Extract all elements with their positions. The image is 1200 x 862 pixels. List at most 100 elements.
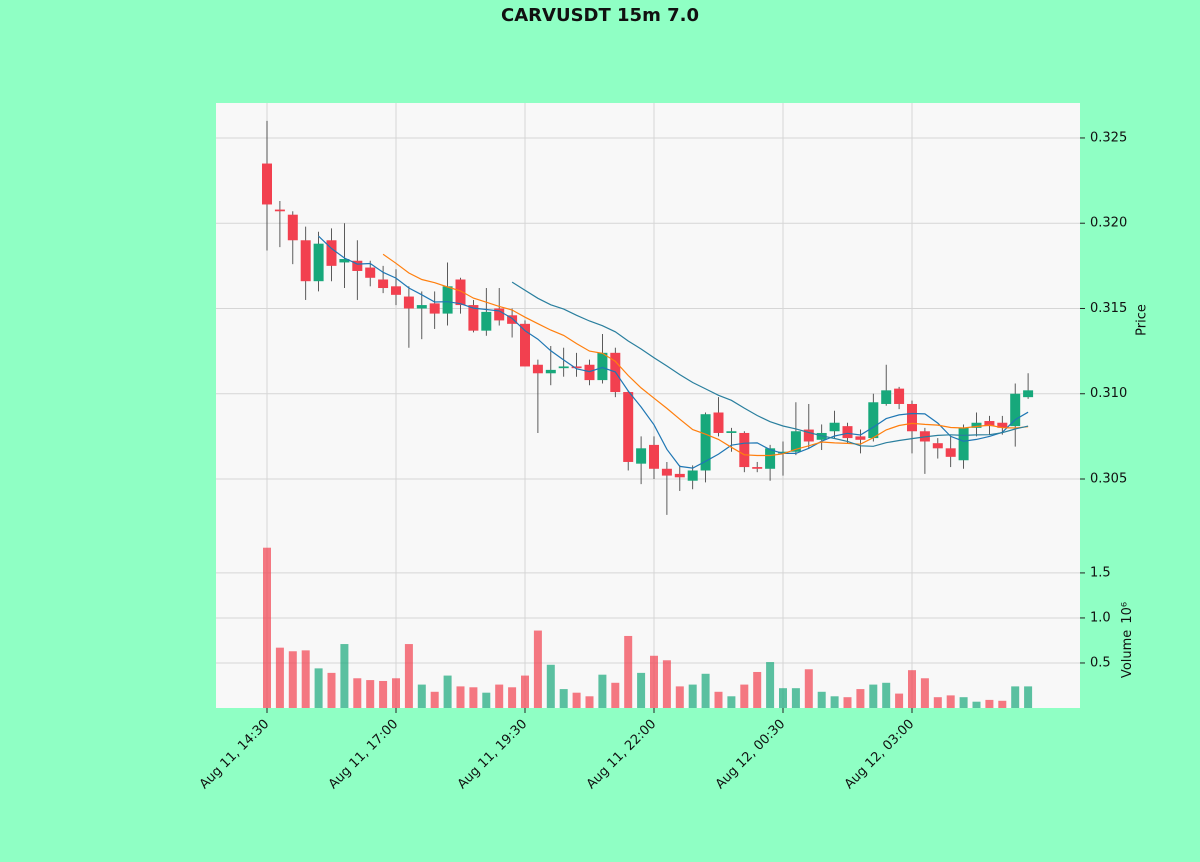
candle-body [468, 305, 479, 331]
candle-body [984, 421, 995, 427]
volume-bar [585, 696, 594, 708]
volume-bar [559, 689, 568, 708]
volume-bar [817, 691, 826, 708]
candle-body [365, 267, 376, 278]
volume-bar [546, 664, 555, 708]
volume-bar [766, 662, 775, 708]
volume-bar [263, 547, 271, 708]
y-axis-label: Price [1135, 304, 1150, 336]
volume-bar [533, 630, 542, 708]
candle-body [752, 467, 763, 469]
candle-body [545, 369, 556, 374]
plot-area [216, 103, 1080, 708]
volume-bar [611, 682, 620, 708]
volume-bar [779, 688, 787, 708]
candle-body [907, 403, 917, 432]
candle-body [1023, 390, 1034, 398]
volume-bar [430, 691, 439, 708]
candle-body [661, 468, 672, 476]
candle-body [932, 443, 943, 449]
moving-average-line [382, 253, 1029, 457]
candle-body [945, 448, 956, 457]
volume-bar [830, 696, 839, 708]
y-tick-label: 0.320 [1090, 216, 1127, 231]
candle-body [997, 422, 1008, 428]
volume-bar [933, 697, 942, 708]
volume-bar [521, 675, 529, 708]
candle-body [868, 402, 879, 439]
volume-bar [972, 701, 981, 708]
candle-body [494, 308, 505, 321]
candle-body [790, 431, 801, 452]
candle-body [571, 366, 582, 369]
y-tick-label: 0.315 [1090, 301, 1127, 316]
y2-tick-label: 1.5 [1090, 565, 1111, 580]
candle-body [623, 392, 634, 462]
y-tick-label: 0.305 [1090, 472, 1127, 487]
candle-body [855, 436, 866, 440]
candle-body [958, 427, 969, 461]
volume-bar [495, 684, 504, 708]
volume-bar [920, 678, 929, 708]
volume-bar [275, 647, 284, 708]
volume-bar [637, 672, 646, 708]
candle-body [416, 305, 427, 309]
candle-body [674, 473, 685, 478]
y2-axis-label: Volume 10⁶ [1120, 602, 1135, 678]
volume-bar [985, 699, 994, 708]
candle-body [481, 311, 492, 331]
candle-body [700, 414, 711, 471]
candle-body [262, 163, 272, 205]
volume-bar [740, 684, 749, 708]
y2-label-text: Volume [1120, 630, 1135, 678]
volume-bar [404, 644, 413, 708]
candle-body [520, 323, 530, 367]
candle-body [842, 426, 853, 439]
volume-bar [727, 696, 736, 708]
candle-body [1010, 393, 1021, 427]
y2-tick-label: 1.0 [1090, 610, 1111, 625]
candle-body [391, 286, 401, 295]
volume-bar [650, 655, 658, 708]
volume-bar [959, 697, 968, 708]
candle-body [636, 448, 647, 464]
candle-body [739, 432, 750, 468]
volume-bar [508, 687, 517, 708]
volume-bar [598, 674, 607, 708]
y-tick-label: 0.325 [1090, 130, 1127, 145]
volume-bar [714, 691, 723, 708]
volume-bar [417, 684, 426, 708]
candle-body [829, 422, 840, 432]
volume-bar [288, 651, 297, 708]
candle-body [287, 214, 298, 241]
volume-bar [572, 692, 581, 708]
volume-bar [688, 684, 697, 708]
candle-body [778, 451, 788, 454]
volume-bar [366, 680, 375, 708]
volume-bar [895, 693, 904, 708]
candle-body [403, 296, 414, 309]
volume-bar [482, 692, 491, 708]
candle-body [558, 366, 569, 369]
volume-bar [314, 668, 323, 708]
volume-bar [624, 635, 633, 708]
candle-body [429, 303, 440, 314]
volume-bar [1011, 686, 1020, 708]
volume-bar [379, 680, 388, 708]
candle-body [713, 412, 724, 433]
volume-bar [843, 697, 852, 708]
y2-scale-label: 10⁶ [1120, 602, 1135, 624]
candle-body [352, 260, 363, 271]
candle-body [597, 352, 608, 381]
volume-bar [456, 686, 465, 708]
candle-body [274, 209, 285, 212]
volume-bar [353, 678, 362, 708]
volume-bar [869, 684, 878, 708]
volume-bar [753, 671, 762, 708]
candle-body [378, 279, 389, 289]
candle-body [649, 444, 659, 469]
volume-bar [327, 672, 336, 708]
candle-body [726, 431, 737, 433]
volume-bar [340, 644, 349, 708]
